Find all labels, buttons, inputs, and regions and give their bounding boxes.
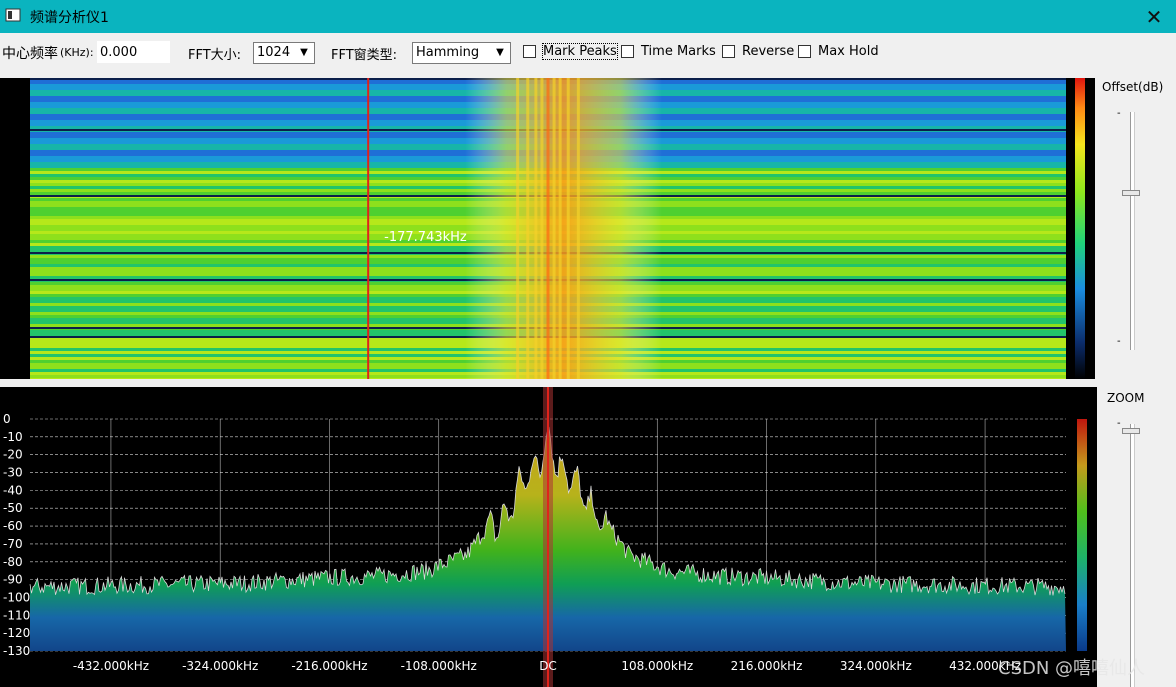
y-tick-label: -100: [3, 590, 30, 604]
toolbar: 中心频率 (KHz): 0.000 FFT大小: 1024 ▼ FFT窗类型: …: [0, 33, 1176, 75]
waterfall-carrier-lines: [516, 78, 580, 379]
y-tick-label: -50: [3, 501, 23, 515]
y-tick-label: -80: [3, 555, 23, 569]
x-tick-label: 324.000kHz: [840, 659, 912, 673]
close-icon: ✕: [1145, 4, 1163, 29]
fft-size-label: FFT大小:: [188, 48, 242, 63]
window-title: 频谱分析仪1: [30, 10, 109, 26]
waterfall-colorbar: [1075, 78, 1085, 379]
fft-window-select[interactable]: Hamming ▼: [412, 42, 511, 64]
fft-size-value: 1024: [257, 45, 291, 60]
waterfall-carrier-line: [526, 78, 530, 379]
watermark: CSDN @嘻嘻仙人: [998, 658, 1146, 679]
x-tick-label: 432.000kHz: [949, 659, 1021, 673]
center-freq-input[interactable]: 0.000: [97, 41, 170, 63]
y-tick-label: -130: [3, 644, 30, 658]
fft-size-select[interactable]: 1024 ▼: [253, 42, 315, 64]
waterfall-carrier-line: [534, 78, 538, 379]
max-hold-label[interactable]: Max Hold: [818, 44, 879, 59]
time-marks-label[interactable]: Time Marks: [641, 44, 716, 59]
y-axis-ticks: 0 -10 -20 -30 -40 -50 -60 -70 -80 -90 -100 -110 -120…: [3, 412, 30, 658]
waterfall-carrier-line: [540, 78, 544, 379]
max-hold-checkbox[interactable]: [798, 45, 811, 58]
app-icon: [5, 8, 21, 22]
time-marks-checkbox[interactable]: [621, 45, 634, 58]
x-tick-label: -432.000kHz: [73, 659, 149, 673]
waterfall-carrier-line: [552, 78, 556, 379]
zoom-slider-handle[interactable]: [1122, 428, 1140, 434]
waterfall-display[interactable]: -177.743kHz: [0, 78, 1095, 379]
fft-window-label: FFT窗类型:: [331, 48, 398, 63]
x-tick-label: -324.000kHz: [182, 659, 258, 673]
y-tick-label: -20: [3, 448, 23, 462]
x-tick-label: DC: [539, 659, 557, 673]
waterfall-carrier-line: [576, 78, 580, 379]
waterfall-carrier-line: [516, 78, 520, 379]
y-tick-label: -70: [3, 537, 23, 551]
waterfall-carrier-line: [566, 78, 570, 379]
spectrum-display[interactable]: 0 -10 -20 -30 -40 -50 -60 -70 -80 -90 -100 -110 -120…: [0, 387, 1097, 687]
y-tick-label: -30: [3, 466, 23, 480]
reverse-label[interactable]: Reverse: [742, 44, 795, 59]
mark-peaks-checkbox[interactable]: [523, 45, 536, 58]
offset-slider-track[interactable]: [1130, 112, 1135, 350]
y-tick-label: -90: [3, 573, 23, 587]
spectrum-svg: 0 -10 -20 -30 -40 -50 -60 -70 -80 -90 -100 -110 -120…: [3, 387, 1087, 687]
offset-label: Offset(dB): [1102, 80, 1164, 94]
chevron-down-icon: ▼: [496, 47, 504, 58]
offset-tick-bottom: -: [1117, 336, 1121, 347]
frequency-marker-label: -177.743kHz: [384, 230, 467, 245]
center-freq-label: 中心频率: [2, 46, 58, 62]
y-tick-label: -120: [3, 626, 30, 640]
waterfall-svg: -177.743kHz: [30, 78, 1085, 379]
close-button[interactable]: ✕: [1132, 0, 1176, 33]
zoom-tick-top: -: [1117, 418, 1121, 429]
mark-peaks-label[interactable]: Mark Peaks: [542, 43, 618, 60]
title-bar: 频谱分析仪1 ✕: [0, 0, 1176, 33]
zoom-slider-track[interactable]: [1130, 424, 1135, 687]
spectrum-colorbar: [1077, 419, 1087, 651]
zoom-label: ZOOM: [1107, 391, 1145, 405]
offset-slider-handle[interactable]: [1122, 189, 1140, 196]
x-axis-ticks: -432.000kHz -324.000kHz -216.000kHz -108.00…: [73, 659, 1021, 673]
reverse-checkbox[interactable]: [722, 45, 735, 58]
y-tick-label: -60: [3, 519, 23, 533]
waterfall-carrier-line: [546, 78, 550, 379]
waterfall-carrier-line: [558, 78, 562, 379]
y-tick-label: -10: [3, 430, 23, 444]
y-tick-label: 0: [3, 412, 11, 426]
x-tick-label: 216.000kHz: [731, 659, 803, 673]
y-tick-label: -110: [3, 608, 30, 622]
chevron-down-icon: ▼: [300, 47, 308, 58]
x-tick-label: -216.000kHz: [291, 659, 367, 673]
x-tick-label: 108.000kHz: [621, 659, 693, 673]
x-tick-label: -108.000kHz: [401, 659, 477, 673]
y-tick-label: -40: [3, 483, 23, 497]
center-freq-unit: (KHz):: [60, 46, 94, 59]
fft-window-value: Hamming: [416, 45, 480, 60]
offset-tick-top: -: [1117, 108, 1121, 119]
